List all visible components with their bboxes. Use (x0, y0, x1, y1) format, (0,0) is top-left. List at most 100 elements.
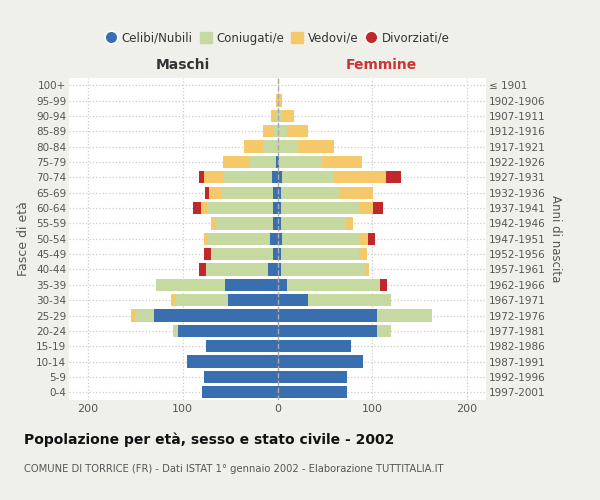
Bar (275, 110, 277, 122)
Bar (209, 186, 221, 199)
Bar (334, 171, 386, 183)
Bar (154, 310, 277, 322)
Bar (373, 202, 383, 214)
Bar (221, 186, 273, 199)
Bar (282, 232, 360, 245)
Bar (282, 171, 334, 183)
Bar (380, 278, 388, 291)
Bar (281, 202, 359, 214)
Y-axis label: Fasce di età: Fasce di età (17, 202, 31, 276)
Bar (208, 202, 273, 214)
Bar (216, 217, 273, 230)
Bar (277, 171, 282, 183)
Bar (273, 125, 277, 138)
Bar (201, 202, 208, 214)
Text: Popolazione per età, sesso e stato civile - 2002: Popolazione per età, sesso e stato civil… (24, 432, 394, 447)
Bar (202, 386, 277, 398)
Bar (199, 264, 206, 276)
Bar (273, 186, 277, 199)
Bar (228, 294, 277, 306)
Bar (203, 248, 211, 260)
Bar (226, 278, 277, 291)
Bar (277, 232, 282, 245)
Bar (281, 264, 365, 276)
Bar (277, 248, 281, 260)
Bar (287, 278, 380, 291)
Bar (277, 264, 281, 276)
Bar (377, 310, 432, 322)
Bar (273, 202, 277, 214)
Bar (203, 171, 224, 183)
Bar (280, 94, 282, 106)
Bar (359, 248, 367, 260)
Text: Femmine: Femmine (346, 58, 418, 72)
Bar (281, 217, 346, 230)
Bar (287, 125, 308, 138)
Bar (205, 186, 209, 199)
Bar (277, 140, 298, 153)
Bar (131, 310, 136, 322)
Bar (277, 94, 280, 106)
Bar (270, 232, 277, 245)
Bar (271, 110, 275, 122)
Bar (275, 156, 277, 168)
Bar (277, 310, 377, 322)
Bar (282, 110, 293, 122)
Bar (206, 340, 277, 352)
Bar (280, 156, 322, 168)
Bar (277, 110, 282, 122)
Bar (187, 356, 277, 368)
Bar (277, 278, 287, 291)
Bar (193, 202, 201, 214)
Bar (199, 171, 203, 183)
Bar (272, 171, 277, 183)
Legend: Celibi/Nubili, Coniugati/e, Vedovi/e, Divorziati/e: Celibi/Nubili, Coniugati/e, Vedovi/e, Di… (100, 27, 455, 50)
Bar (277, 202, 281, 214)
Bar (308, 294, 391, 306)
Bar (211, 217, 216, 230)
Bar (223, 156, 249, 168)
Bar (277, 340, 352, 352)
Bar (176, 294, 228, 306)
Bar (277, 156, 280, 168)
Bar (359, 202, 373, 214)
Bar (172, 294, 176, 306)
Bar (277, 294, 308, 306)
Bar (203, 371, 277, 383)
Bar (224, 171, 272, 183)
Bar (281, 248, 359, 260)
Bar (173, 325, 178, 337)
Bar (273, 248, 277, 260)
Bar (156, 278, 226, 291)
Bar (365, 264, 370, 276)
Bar (281, 186, 340, 199)
Bar (277, 325, 377, 337)
Bar (368, 232, 375, 245)
Bar (298, 140, 334, 153)
Bar (322, 156, 362, 168)
Bar (244, 140, 263, 153)
Bar (277, 186, 281, 199)
Bar (377, 325, 391, 337)
Y-axis label: Anni di nascita: Anni di nascita (549, 195, 562, 282)
Bar (263, 125, 273, 138)
Bar (275, 94, 277, 106)
Text: Maschi: Maschi (155, 58, 210, 72)
Bar (277, 371, 347, 383)
Bar (206, 264, 268, 276)
Bar (136, 310, 154, 322)
Bar (360, 232, 368, 245)
Bar (273, 217, 277, 230)
Bar (346, 217, 353, 230)
Bar (268, 264, 277, 276)
Bar (277, 125, 287, 138)
Bar (340, 186, 373, 199)
Bar (277, 386, 347, 398)
Bar (386, 171, 401, 183)
Bar (208, 232, 270, 245)
Bar (277, 217, 281, 230)
Text: COMUNE DI TORRICE (FR) - Dati ISTAT 1° gennaio 2002 - Elaborazione TUTTITALIA.IT: COMUNE DI TORRICE (FR) - Dati ISTAT 1° g… (24, 464, 443, 474)
Bar (249, 156, 275, 168)
Bar (178, 325, 277, 337)
Bar (211, 248, 273, 260)
